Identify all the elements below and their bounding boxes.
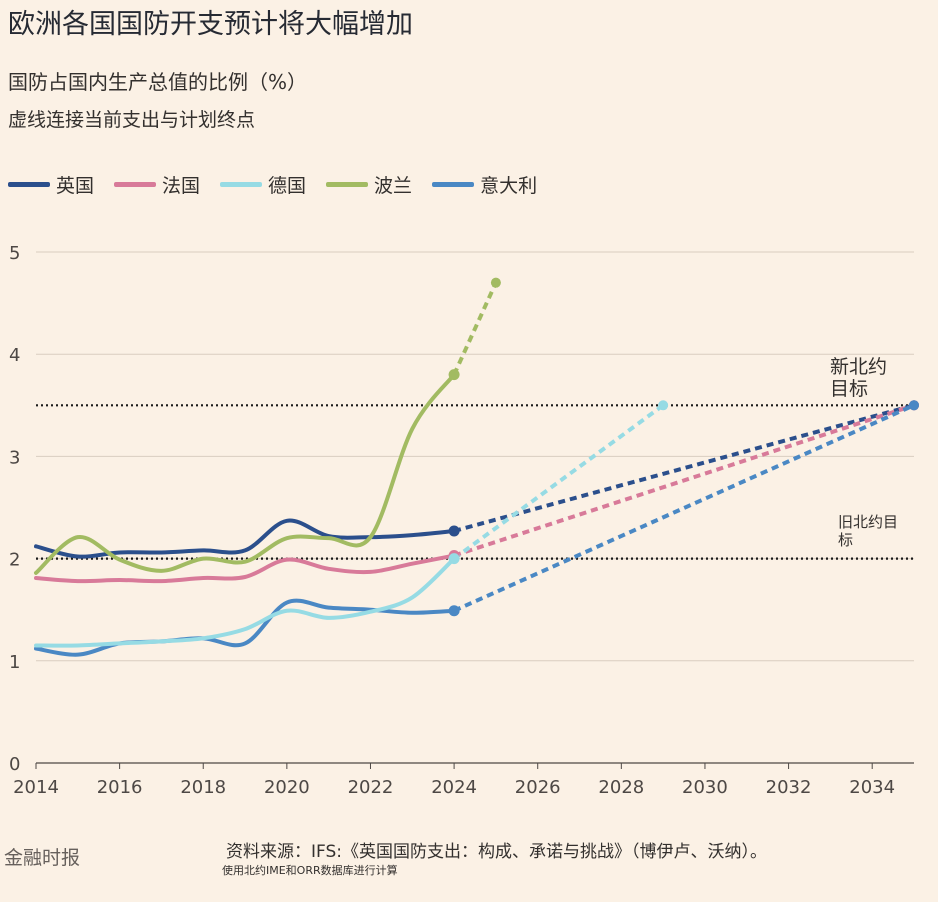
legend-label: 意大利 <box>480 175 538 197</box>
projection-line <box>453 403 915 533</box>
footer-brand: 金融时报 <box>4 847 81 869</box>
legend-label: 德国 <box>268 175 307 197</box>
projection-line <box>453 403 915 558</box>
x-tick-label: 2014 <box>13 777 59 798</box>
y-tick-label: 4 <box>9 345 20 366</box>
x-tick-label: 2032 <box>766 777 812 798</box>
series-line <box>34 372 457 575</box>
data-point <box>448 553 460 565</box>
x-tick-label: 2028 <box>598 777 644 798</box>
legend-item-italy: 意大利 <box>432 171 537 198</box>
x-tick-label: 2030 <box>682 777 728 798</box>
chart-subtitle: 国防占国内生产总值的比例（%） <box>8 70 308 94</box>
projection-line <box>452 281 498 376</box>
x-tick-label: 2020 <box>264 777 310 798</box>
projection-line <box>452 403 665 561</box>
y-tick-label: 1 <box>9 652 20 673</box>
legend-swatch <box>8 182 50 187</box>
data-point <box>658 400 669 411</box>
footer-source: 资料来源：IFS:《英国国防支出：构成、承诺与挑战》（博伊卢、沃纳）。 <box>226 842 768 862</box>
legend-label: 英国 <box>56 175 95 197</box>
reference-line-label: 旧北约目标 <box>838 513 898 549</box>
data-point <box>490 277 501 288</box>
legend-item-poland: 波兰 <box>326 171 412 198</box>
data-point <box>448 369 460 381</box>
chart-title: 欧洲各国国防开支预计将大幅增加 <box>8 9 413 40</box>
y-tick-label: 5 <box>9 243 20 264</box>
y-tick-label: 2 <box>9 550 20 571</box>
legend-swatch <box>432 182 475 187</box>
reference-line-label: 新北约目标 <box>830 356 887 400</box>
data-point <box>448 525 460 537</box>
data-point <box>448 605 460 617</box>
x-tick-label: 2018 <box>180 777 226 798</box>
legend-swatch <box>220 182 263 187</box>
series-line <box>34 556 457 648</box>
x-tick-label: 2026 <box>515 777 561 798</box>
legend-item-uk: 英国 <box>8 171 94 198</box>
legend-item-france: 法国 <box>114 171 200 198</box>
series-line <box>34 518 457 559</box>
series-line <box>34 553 457 584</box>
legend-item-germany: 德国 <box>220 171 306 198</box>
legend-swatch <box>114 182 157 187</box>
data-point <box>909 400 919 411</box>
x-tick-label: 2022 <box>348 777 394 798</box>
x-tick-label: 2024 <box>431 777 477 798</box>
legend-label: 波兰 <box>374 175 413 197</box>
legend: 英国 法国 德国 波兰 意大利 <box>8 171 557 198</box>
x-tick-label: 2034 <box>849 777 895 798</box>
y-tick-label: 3 <box>9 447 20 468</box>
chart-note: 虚线连接当前支出与计划终点 <box>8 109 256 131</box>
legend-label: 法国 <box>162 175 201 197</box>
legend-swatch <box>326 182 369 187</box>
y-tick-label: 0 <box>9 754 20 775</box>
x-tick-label: 2016 <box>97 777 143 798</box>
footer-source-note: 使用北约IME和ORR数据库进行计算 <box>222 864 398 877</box>
